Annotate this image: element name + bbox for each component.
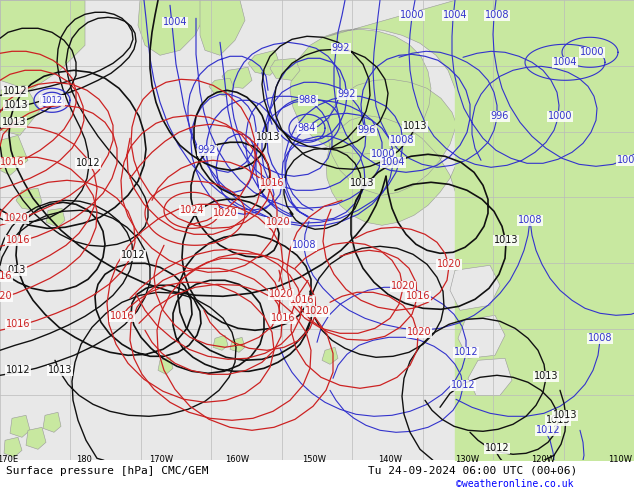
Text: 1000: 1000 bbox=[579, 48, 604, 57]
Polygon shape bbox=[0, 85, 40, 135]
Text: 1016: 1016 bbox=[0, 157, 24, 167]
Text: 1012: 1012 bbox=[6, 366, 30, 375]
Text: 150W: 150W bbox=[302, 455, 326, 465]
Text: 992: 992 bbox=[338, 89, 356, 99]
Text: 170W: 170W bbox=[149, 455, 173, 465]
Text: 1016: 1016 bbox=[6, 319, 30, 329]
Text: 180: 180 bbox=[77, 455, 93, 465]
Text: 160W: 160W bbox=[226, 455, 250, 465]
Polygon shape bbox=[458, 315, 505, 358]
Text: 1004: 1004 bbox=[381, 157, 405, 167]
Text: 1012: 1012 bbox=[75, 158, 100, 168]
Text: 1008: 1008 bbox=[390, 135, 414, 146]
Text: 1000: 1000 bbox=[400, 10, 424, 20]
Text: 984: 984 bbox=[298, 123, 316, 133]
Text: 1013: 1013 bbox=[546, 416, 570, 425]
Text: 1008: 1008 bbox=[40, 95, 64, 105]
Text: 1020: 1020 bbox=[391, 281, 415, 291]
Text: 1012: 1012 bbox=[536, 425, 560, 435]
Polygon shape bbox=[26, 427, 46, 449]
Text: 1020: 1020 bbox=[406, 327, 431, 337]
Text: 1004: 1004 bbox=[553, 57, 577, 67]
Text: 1012: 1012 bbox=[451, 380, 476, 391]
Text: 1013: 1013 bbox=[2, 117, 26, 127]
Text: 1020: 1020 bbox=[305, 306, 329, 317]
Text: 120W: 120W bbox=[531, 455, 555, 465]
Text: 013: 013 bbox=[8, 265, 26, 275]
Text: 1020: 1020 bbox=[437, 259, 462, 270]
Text: 992: 992 bbox=[198, 146, 216, 155]
Text: 1008: 1008 bbox=[292, 240, 316, 250]
Polygon shape bbox=[468, 358, 512, 395]
Polygon shape bbox=[222, 67, 252, 88]
Text: 1000: 1000 bbox=[371, 149, 395, 159]
Polygon shape bbox=[200, 0, 245, 55]
Text: 1013: 1013 bbox=[48, 366, 72, 375]
Text: Tu 24-09-2024 06:00 UTC (00+06): Tu 24-09-2024 06:00 UTC (00+06) bbox=[368, 466, 577, 476]
Polygon shape bbox=[0, 135, 28, 175]
Polygon shape bbox=[270, 58, 300, 80]
Text: 1012: 1012 bbox=[484, 443, 509, 453]
Polygon shape bbox=[43, 412, 61, 432]
Polygon shape bbox=[138, 0, 205, 55]
Text: 1016: 1016 bbox=[6, 235, 30, 245]
Text: 1004: 1004 bbox=[443, 10, 467, 20]
Text: 992: 992 bbox=[332, 43, 350, 53]
Text: 1020: 1020 bbox=[0, 291, 12, 301]
Text: 1013: 1013 bbox=[403, 122, 427, 131]
Polygon shape bbox=[16, 188, 42, 210]
Text: 1004: 1004 bbox=[163, 17, 187, 27]
Text: 1000: 1000 bbox=[548, 111, 573, 122]
Polygon shape bbox=[213, 335, 228, 350]
Text: 1013: 1013 bbox=[350, 178, 374, 188]
Polygon shape bbox=[290, 0, 634, 460]
Text: 170E: 170E bbox=[0, 455, 18, 465]
Text: 1012: 1012 bbox=[454, 347, 478, 357]
Text: 1013: 1013 bbox=[553, 410, 577, 420]
Text: 1020: 1020 bbox=[269, 289, 294, 299]
Polygon shape bbox=[230, 337, 245, 352]
Text: 1016: 1016 bbox=[406, 291, 430, 301]
Text: 1008: 1008 bbox=[588, 333, 612, 343]
Text: Surface pressure [hPa] CMC/GEM: Surface pressure [hPa] CMC/GEM bbox=[6, 466, 209, 476]
Text: 1016: 1016 bbox=[290, 295, 314, 305]
Text: 1013: 1013 bbox=[4, 100, 29, 110]
Text: 110W: 110W bbox=[608, 455, 632, 465]
Text: 988: 988 bbox=[299, 95, 317, 105]
Text: 1016: 1016 bbox=[0, 271, 12, 281]
Text: 1012: 1012 bbox=[3, 86, 27, 97]
Text: 1013: 1013 bbox=[534, 371, 559, 381]
Text: 1008: 1008 bbox=[485, 10, 509, 20]
Text: 1013: 1013 bbox=[256, 132, 280, 142]
Text: 1008: 1008 bbox=[518, 215, 542, 225]
Text: 1008: 1008 bbox=[617, 155, 634, 165]
Text: ©weatheronline.co.uk: ©weatheronline.co.uk bbox=[456, 479, 574, 489]
Text: 140W: 140W bbox=[378, 455, 403, 465]
Text: 996: 996 bbox=[358, 125, 376, 135]
Polygon shape bbox=[322, 347, 338, 364]
Polygon shape bbox=[158, 357, 173, 374]
Text: 1013: 1013 bbox=[494, 235, 518, 245]
Polygon shape bbox=[4, 437, 22, 457]
Polygon shape bbox=[209, 78, 234, 97]
Text: 1020: 1020 bbox=[266, 217, 290, 227]
Text: 1012: 1012 bbox=[120, 250, 145, 260]
Text: 130W: 130W bbox=[455, 455, 479, 465]
Text: 996: 996 bbox=[491, 111, 509, 122]
Polygon shape bbox=[0, 0, 85, 90]
Polygon shape bbox=[46, 208, 65, 227]
Polygon shape bbox=[248, 50, 280, 75]
Text: 1016: 1016 bbox=[260, 178, 284, 188]
Polygon shape bbox=[10, 416, 30, 437]
Text: 1020: 1020 bbox=[4, 213, 29, 223]
Polygon shape bbox=[450, 265, 500, 310]
Text: 1016: 1016 bbox=[271, 313, 295, 323]
Text: 1020: 1020 bbox=[212, 208, 237, 219]
Text: 1024: 1024 bbox=[179, 205, 204, 215]
Text: 1012: 1012 bbox=[41, 96, 63, 105]
Text: 1016: 1016 bbox=[110, 311, 134, 321]
